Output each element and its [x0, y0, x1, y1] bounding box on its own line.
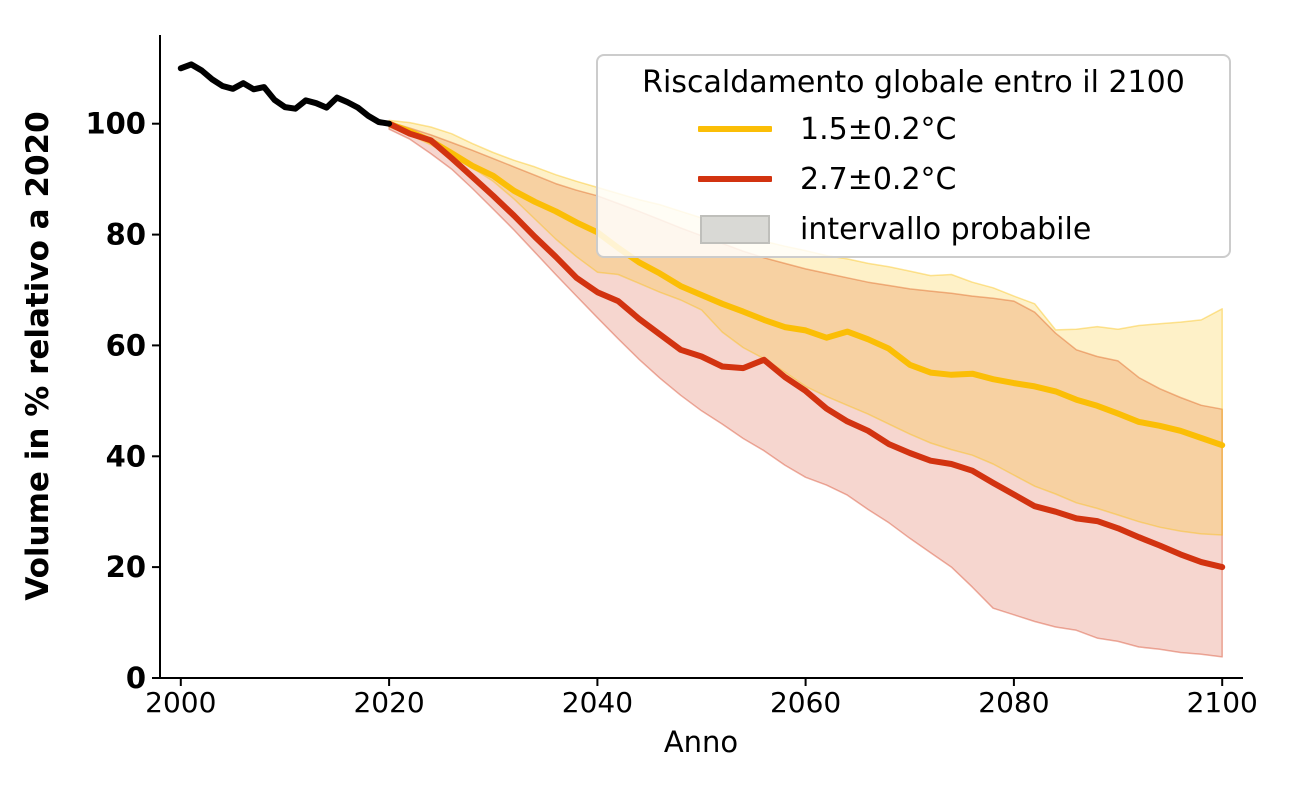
series-line-historical — [177, 61, 393, 127]
yellow-line-swatch — [698, 126, 772, 132]
series-line-2.7±0.2°C — [386, 120, 1226, 571]
legend-row-1-5: 1.5±0.2°C — [598, 104, 1229, 154]
legend-row-band: intervallo probabile — [598, 204, 1229, 254]
legend-label-1-5: 1.5±0.2°C — [800, 111, 957, 147]
legend-label-band: intervallo probabile — [800, 211, 1092, 247]
x-axis-label: Anno — [664, 725, 738, 759]
red-line-swatch — [698, 176, 772, 182]
probable-range-swatch — [700, 214, 770, 244]
legend-handle — [698, 176, 772, 182]
x-tick-label: 2000 — [145, 686, 216, 719]
legend-handle — [698, 126, 772, 132]
x-tick-label: 2060 — [770, 686, 841, 719]
legend-handle — [698, 214, 772, 244]
x-tick-label: 2020 — [353, 686, 424, 719]
legend: Riscaldamento globale entro il 2100 1.5±… — [596, 54, 1231, 258]
legend-label-2-7: 2.7±0.2°C — [800, 161, 957, 197]
y-axis-label: Volume in % relativo a 2020 — [20, 111, 56, 600]
x-tick-label: 2040 — [562, 686, 633, 719]
y-tick-label: 0 — [126, 661, 146, 695]
legend-title: Riscaldamento globale entro il 2100 — [642, 65, 1185, 100]
y-tick-label: 80 — [106, 218, 146, 252]
scenario-lines — [177, 61, 1226, 571]
y-tick-label: 60 — [106, 328, 146, 362]
y-tick-label: 20 — [106, 550, 146, 584]
x-tick-label: 2080 — [978, 686, 1049, 719]
y-tick-label: 40 — [106, 439, 146, 473]
x-tick-label: 2100 — [1187, 686, 1258, 719]
legend-row-2-7: 2.7±0.2°C — [598, 154, 1229, 204]
y-tick-label: 100 — [85, 107, 146, 141]
series-line-1.5±0.2°C — [386, 120, 1226, 449]
